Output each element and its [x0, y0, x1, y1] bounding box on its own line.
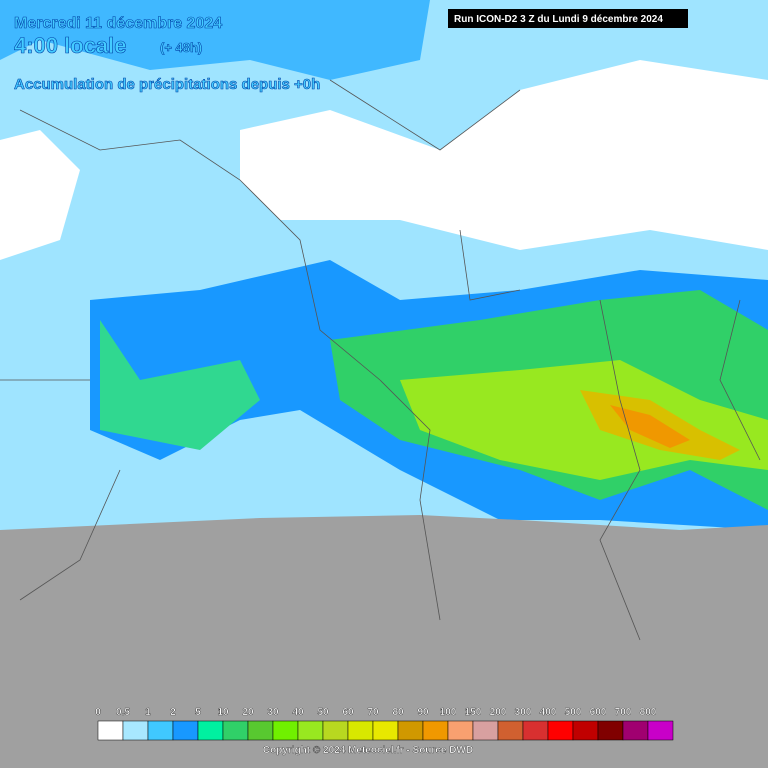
- run-info: Run ICON-D2 3 Z du Lundi 9 décembre 2024: [454, 14, 663, 25]
- legend-swatch: [522, 720, 549, 741]
- legend-swatch: [497, 720, 524, 741]
- subtitle: Accumulation de précipitations depuis +0…: [14, 76, 320, 93]
- precip-area: [610, 405, 690, 448]
- legend-swatch: [247, 720, 274, 741]
- legend-swatch: [572, 720, 599, 741]
- legend-label: 200: [490, 707, 507, 718]
- legend-label: 60: [342, 707, 354, 718]
- legend-swatch: [472, 720, 499, 741]
- legend-label: 800: [640, 707, 657, 718]
- dry-area: [0, 130, 80, 260]
- legend-label: 5: [195, 707, 201, 718]
- legend-label: 30: [267, 707, 279, 718]
- legend-swatch: [422, 720, 449, 741]
- legend-swatch: [147, 720, 174, 741]
- legend-label: 150: [465, 707, 482, 718]
- date: Mercredi 11 décembre 2024: [14, 15, 222, 32]
- legend-label: 100: [440, 707, 457, 718]
- legend-swatch: [197, 720, 224, 741]
- lead-time: (+ 48h): [160, 40, 202, 55]
- legend-swatch: [297, 720, 324, 741]
- legend-swatch: [622, 720, 649, 741]
- legend-label: 50: [317, 707, 329, 718]
- precip-area: [100, 320, 260, 450]
- legend-swatch: [172, 720, 199, 741]
- copyright: Copyright © 2024 Meteociel.fr - Source D…: [263, 745, 473, 756]
- legend-label: 600: [590, 707, 607, 718]
- legend-label: 40: [292, 707, 304, 718]
- legend-swatch: [447, 720, 474, 741]
- legend-label: 0.5: [116, 707, 130, 718]
- legend-swatch: [597, 720, 624, 741]
- precip-area: [0, 0, 430, 80]
- run-box: [448, 9, 688, 28]
- legend-label: 500: [565, 707, 582, 718]
- border-line: [0, 79, 761, 641]
- legend: 0 0.5 1 2 5 10 20 30 40 50 60 70 80 90 100 150 200 300 400…: [95, 707, 674, 741]
- legend-swatch: [372, 720, 399, 741]
- legend-label: 2: [170, 707, 176, 718]
- legend-label: 300: [515, 707, 532, 718]
- legend-swatch: [347, 720, 374, 741]
- legend-label: 80: [392, 707, 404, 718]
- legend-label: 0: [95, 707, 101, 718]
- legend-label: 700: [615, 707, 632, 718]
- legend-label: 70: [367, 707, 379, 718]
- outside-domain: [0, 515, 768, 768]
- time: 4:00 locale: [14, 33, 127, 58]
- legend-swatch: [397, 720, 424, 741]
- legend-label: 1: [145, 707, 151, 718]
- legend-label: 400: [540, 707, 557, 718]
- legend-swatch: [122, 720, 149, 741]
- legend-label: 10: [217, 707, 229, 718]
- legend-label: 20: [242, 707, 254, 718]
- legend-swatch: [547, 720, 574, 741]
- legend-swatch: [322, 720, 349, 741]
- legend-swatch: [97, 720, 124, 741]
- legend-swatch: [222, 720, 249, 741]
- legend-label: 90: [417, 707, 429, 718]
- dry-area: [240, 60, 768, 250]
- legend-swatch: [272, 720, 299, 741]
- legend-swatch: [647, 720, 674, 741]
